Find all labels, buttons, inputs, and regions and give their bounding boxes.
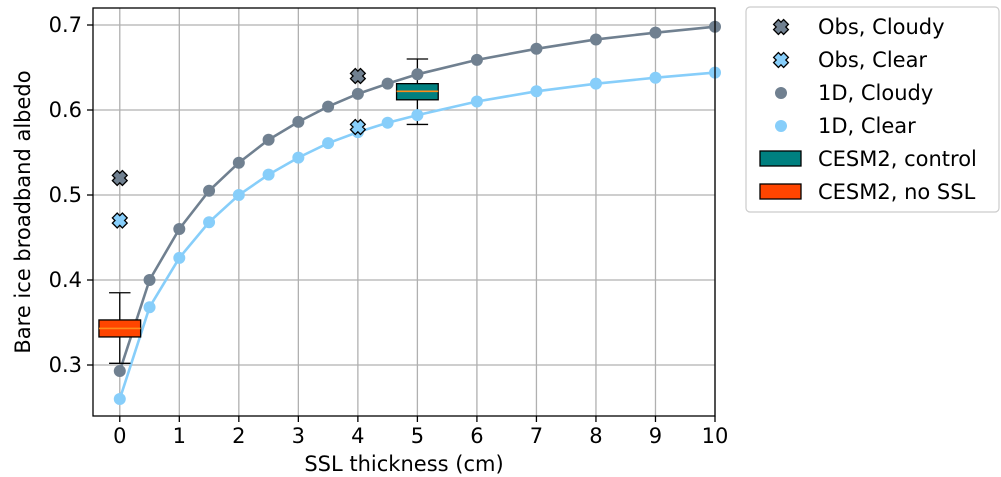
legend-label: 1D, Cloudy <box>818 81 933 105</box>
series-point <box>232 156 245 169</box>
legend-marker <box>775 87 787 99</box>
series-point <box>470 53 483 66</box>
y-axis-label: Bare ice broadband albedo <box>11 70 35 353</box>
x-tick-label: 0 <box>113 424 126 448</box>
series-point <box>262 168 275 181</box>
series-point <box>173 251 186 264</box>
series-line <box>118 25 716 372</box>
series-point <box>292 151 305 164</box>
legend-swatch <box>759 150 802 167</box>
x-tick-label: 4 <box>351 424 364 448</box>
series-point <box>381 116 394 129</box>
legend-item: Obs, Cloudy <box>772 15 945 39</box>
series-point <box>203 184 216 197</box>
x-axis-label: SSL thickness (cm) <box>304 452 503 476</box>
x-tick-label: 7 <box>530 424 543 448</box>
series-point <box>173 223 186 235</box>
observation-point <box>111 212 129 229</box>
x-tick-label: 3 <box>292 424 305 448</box>
series-point <box>322 100 335 113</box>
legend-item: CESM2, no SSL <box>759 180 976 204</box>
observation-point <box>349 67 367 85</box>
legend-label: CESM2, no SSL <box>818 180 976 204</box>
x-tick-label: 5 <box>411 424 424 448</box>
axes: 0 1 2 3 4 5 6 7 8 9 10 0.3 0.4 0.5 0.6 0.7 <box>49 13 729 448</box>
series-point <box>351 87 364 100</box>
x-tick-label: 2 <box>232 424 245 448</box>
series-point <box>113 364 126 377</box>
x-tick-label: 8 <box>589 424 602 448</box>
series-point <box>203 216 216 229</box>
observation-point <box>111 169 129 187</box>
legend-item: 1D, Clear <box>775 114 916 138</box>
series-point <box>470 95 483 108</box>
grid <box>93 8 716 416</box>
y-tick-label: 0.4 <box>49 268 82 292</box>
series-point <box>143 274 156 286</box>
x-tick-label: 9 <box>649 424 662 448</box>
y-tick-label: 0.5 <box>49 183 82 207</box>
series-point <box>530 42 543 55</box>
legend-item: CESM2, control <box>759 147 977 171</box>
legend-frame <box>745 6 1000 213</box>
x-tick-label: 6 <box>470 424 483 448</box>
legend-label: CESM2, control <box>818 147 977 171</box>
legend: Obs, Cloudy Obs, Clear 1D, Cloudy 1D, Clear… <box>745 6 1000 213</box>
x-tick-label: 1 <box>173 424 186 448</box>
series-point <box>262 133 275 146</box>
series-point <box>411 109 424 122</box>
plot-data <box>98 20 721 405</box>
legend-marker <box>772 18 790 36</box>
series-point <box>322 137 335 150</box>
legend-label: Obs, Clear <box>818 48 927 72</box>
plot-frame <box>92 7 716 417</box>
legend-label: Obs, Cloudy <box>818 15 945 39</box>
y-tick-label: 0.7 <box>49 13 82 37</box>
series-line <box>118 71 716 400</box>
series-point <box>411 68 424 81</box>
legend-item: Obs, Clear <box>772 48 927 72</box>
observation-point <box>349 118 367 136</box>
series-point <box>649 26 662 39</box>
series-point <box>292 115 305 128</box>
legend-marker <box>772 51 790 69</box>
series-point <box>589 77 602 90</box>
series-point <box>589 33 602 46</box>
series-point <box>381 77 394 90</box>
series-point <box>530 85 543 98</box>
y-tick-label: 0.6 <box>49 98 82 122</box>
legend-swatch <box>759 183 802 200</box>
series-point <box>649 71 662 84</box>
legend-label: 1D, Clear <box>818 114 916 138</box>
x-tick-label: 10 <box>702 424 729 448</box>
series-point <box>113 393 126 405</box>
series-point <box>232 189 245 201</box>
series-point <box>143 301 156 314</box>
y-tick-label: 0.3 <box>49 353 82 377</box>
legend-marker <box>775 120 787 132</box>
legend-item: 1D, Cloudy <box>775 81 933 105</box>
